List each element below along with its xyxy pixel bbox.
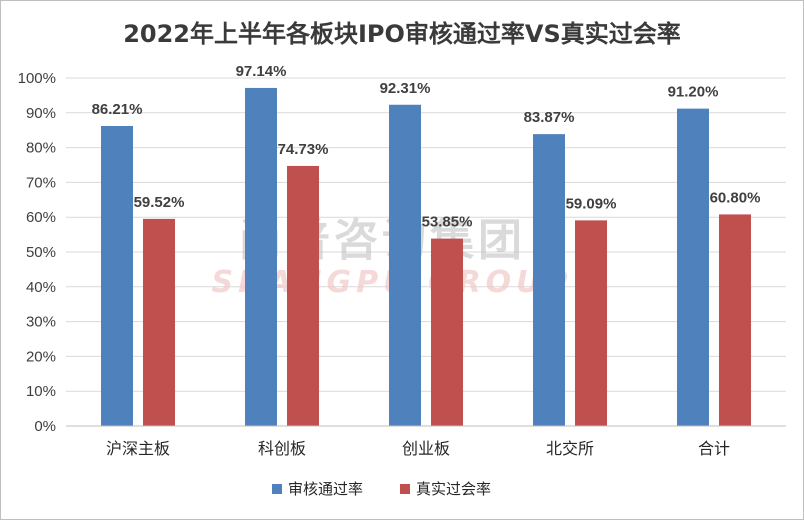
bar-approval-rate bbox=[101, 125, 133, 426]
data-label: 91.20% bbox=[668, 84, 719, 101]
y-tick-label: 60% bbox=[26, 209, 56, 226]
data-label: 92.31% bbox=[380, 80, 431, 97]
bar-real-pass-rate bbox=[143, 218, 175, 426]
y-tick-label: 70% bbox=[26, 174, 56, 191]
x-category-label: 创业板 bbox=[402, 439, 450, 458]
data-label: 59.09% bbox=[566, 195, 617, 212]
y-tick-label: 80% bbox=[26, 140, 56, 157]
y-tick-label: 100% bbox=[18, 70, 56, 87]
legend-swatch bbox=[400, 484, 410, 494]
bar-real-pass-rate bbox=[431, 238, 463, 426]
gridlines bbox=[66, 77, 786, 392]
y-tick-label: 40% bbox=[26, 279, 56, 296]
legend: 审核通过率 真实过会率 bbox=[272, 480, 491, 498]
bar-real-pass-rate bbox=[575, 220, 607, 426]
bar-real-pass-rate bbox=[719, 214, 751, 426]
bar-approval-rate bbox=[245, 87, 277, 427]
legend-swatch bbox=[272, 484, 282, 494]
y-tick-label: 50% bbox=[26, 244, 56, 261]
data-label: 60.80% bbox=[710, 189, 761, 206]
x-axis-categories: 沪深主板 科创板 创业板 北交所 合计 bbox=[106, 439, 730, 458]
bar-approval-rate bbox=[533, 134, 565, 427]
y-tick-label: 90% bbox=[26, 105, 56, 122]
data-label: 83.87% bbox=[524, 109, 575, 126]
bar-approval-rate bbox=[389, 104, 421, 426]
data-label: 53.85% bbox=[422, 214, 473, 231]
watermark-cn: 尚普咨询集团 bbox=[238, 215, 526, 266]
data-label: 59.52% bbox=[134, 194, 185, 211]
bars bbox=[101, 87, 751, 427]
y-tick-label: 20% bbox=[26, 348, 56, 365]
y-tick-label: 30% bbox=[26, 314, 56, 331]
x-category-label: 北交所 bbox=[546, 439, 594, 458]
legend-label: 审核通过率 bbox=[288, 480, 363, 498]
y-tick-label: 0% bbox=[34, 418, 56, 435]
y-tick-label: 10% bbox=[26, 383, 56, 400]
data-label: 74.73% bbox=[278, 141, 329, 158]
bar-approval-rate bbox=[677, 108, 709, 427]
x-category-label: 沪深主板 bbox=[106, 439, 170, 458]
bar-real-pass-rate bbox=[287, 165, 319, 426]
x-category-label: 科创板 bbox=[258, 439, 306, 458]
data-label: 86.21% bbox=[92, 101, 143, 118]
chart-title: 2022年上半年各板块IPO审核通过率VS真实过会率 bbox=[123, 20, 681, 48]
y-axis-ticks: 0% 10% 20% 30% 40% 50% 60% 70% 80% 90% 100% bbox=[18, 70, 56, 435]
data-labels: 86.21% 59.52% 97.14% 74.73% 92.31% 53.85% 83.8… bbox=[92, 63, 761, 231]
x-category-label: 合计 bbox=[698, 439, 730, 458]
legend-label: 真实过会率 bbox=[416, 480, 491, 498]
data-label: 97.14% bbox=[236, 63, 287, 80]
